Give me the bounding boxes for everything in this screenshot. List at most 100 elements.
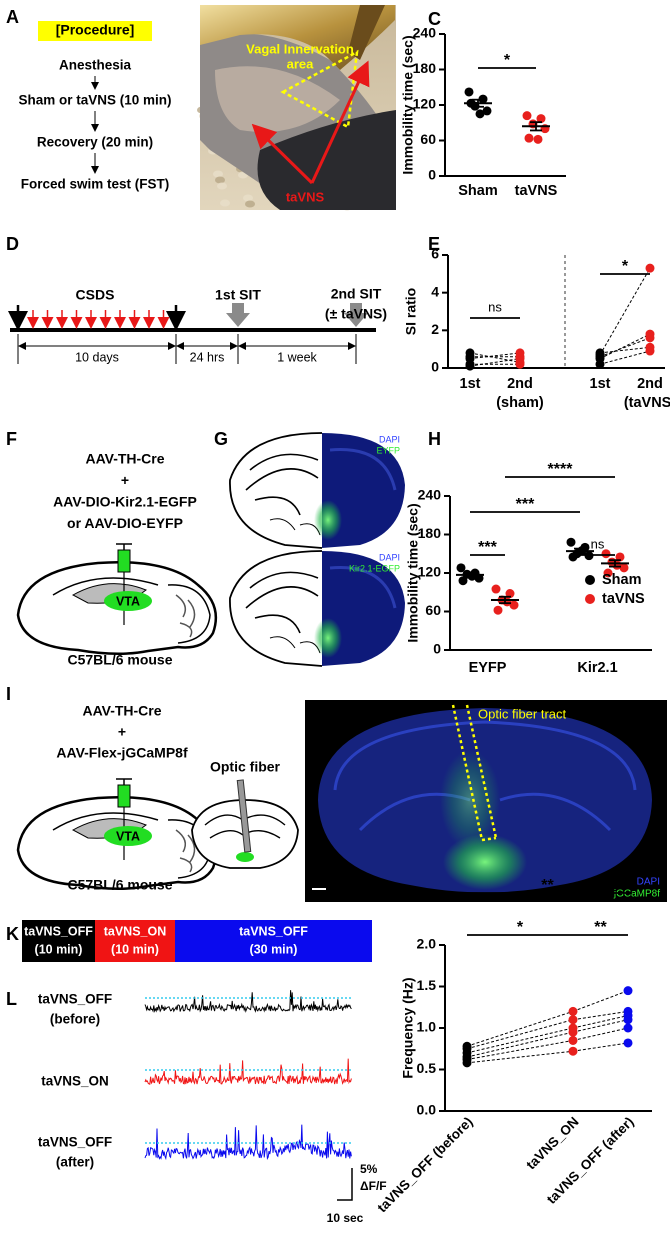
red-arrow <box>310 60 370 184</box>
data-point <box>533 134 543 144</box>
y-tick-label: 1.5 <box>417 977 437 993</box>
data-point <box>458 576 468 586</box>
data-point <box>456 563 466 573</box>
label: 10 sec <box>327 1211 364 1225</box>
x-tick-label: taVNS_ON <box>523 1114 581 1172</box>
significance: * <box>622 258 629 275</box>
section-sheen <box>329 566 397 609</box>
section-sheen <box>329 448 397 491</box>
expression-halo <box>440 750 500 850</box>
sit-arrow <box>226 303 250 327</box>
label: taVNS_ON <box>104 924 167 938</box>
electrode-tip <box>348 5 385 60</box>
data-point <box>615 552 625 562</box>
label: 1 week <box>277 350 317 364</box>
data-point <box>623 986 633 996</box>
innervation-area <box>280 49 359 129</box>
label: AAV-Flex-jGCaMP8f <box>56 745 188 761</box>
data-point <box>464 87 474 97</box>
data-point <box>465 361 475 371</box>
legend-swatch <box>585 594 595 604</box>
photo-label: area <box>287 56 315 71</box>
label: or AAV-DIO-EYFP <box>67 515 183 531</box>
significance: ns <box>591 536 605 551</box>
pebble <box>217 182 227 190</box>
data-point <box>623 1038 633 1048</box>
data-point <box>601 549 611 559</box>
pebble <box>243 194 253 202</box>
expression <box>314 618 342 658</box>
tract <box>451 704 484 841</box>
data-point <box>491 584 501 594</box>
pair-line <box>572 1019 629 1033</box>
protocol-segment <box>95 920 175 962</box>
data-point <box>568 1015 578 1025</box>
label: (10 min) <box>35 942 83 956</box>
x-tick-label: Sham <box>458 183 498 199</box>
pair-line <box>466 1039 574 1061</box>
y-tick-label: 60 <box>420 131 436 147</box>
y-axis-label: Immobility time (sec) <box>400 35 416 174</box>
procedure-step: Forced swim test (FST) <box>21 177 170 192</box>
panel-letter: I <box>6 684 11 704</box>
label: ΔF/F <box>360 1179 387 1193</box>
x-tick-label: taVNS_OFF (before) <box>374 1114 475 1215</box>
data-point <box>568 1027 578 1037</box>
pair-line <box>599 333 651 360</box>
label: (before) <box>50 1012 100 1027</box>
pair-line <box>469 352 521 360</box>
protocol-segment <box>175 920 372 962</box>
label: Optic fiber tract <box>478 706 567 721</box>
pair-line <box>572 1015 629 1029</box>
pair-line <box>572 1010 629 1021</box>
atlas-hippo <box>245 571 319 634</box>
y-tick-label: 60 <box>425 602 441 618</box>
scale-bar <box>337 1168 353 1201</box>
data-point <box>603 568 613 578</box>
y-tick-label: 2 <box>431 321 439 337</box>
y-tick-label: 0.5 <box>417 1060 437 1076</box>
tract <box>481 836 497 842</box>
label: jGCaMP8f <box>613 889 660 900</box>
vta <box>104 591 152 611</box>
corpus <box>52 812 159 831</box>
data-point <box>522 111 532 121</box>
label: DAPI <box>379 434 400 444</box>
data-point <box>482 106 492 116</box>
photo-label: Vagal Innervation <box>246 41 354 56</box>
legend-label: Sham <box>602 572 642 588</box>
label: C57BL/6 mouse <box>67 877 172 893</box>
pebble <box>245 200 255 208</box>
y-tick-label: 120 <box>413 96 437 112</box>
data-point <box>645 342 655 352</box>
panel-letter: G <box>214 429 228 449</box>
pair-line <box>469 352 521 363</box>
highlight <box>38 21 152 41</box>
y-axis-label: Frequency (Hz) <box>400 977 416 1078</box>
label: (30 min) <box>250 942 298 956</box>
data-point <box>505 589 515 599</box>
data-point <box>566 537 576 547</box>
panel-letter: H <box>428 429 441 449</box>
pair-line <box>599 337 651 358</box>
x-tick-label: 1st <box>460 376 481 392</box>
ear-inner <box>215 66 340 132</box>
trace <box>144 1124 352 1161</box>
y-tick-label: 1.0 <box>417 1019 437 1035</box>
pair-line <box>572 1027 629 1041</box>
x-tick-label: taVNS <box>515 183 558 199</box>
label: + <box>118 724 126 740</box>
data-point <box>595 348 605 358</box>
data-point <box>645 263 655 273</box>
y-tick-label: 0 <box>433 641 441 657</box>
y-tick-label: 120 <box>418 564 442 580</box>
label: taVNS_OFF <box>239 924 308 938</box>
panel-letter: L <box>6 989 17 1009</box>
sit-arrow <box>344 303 368 327</box>
syringe <box>117 784 131 808</box>
protocol-segment <box>22 920 95 962</box>
corpus <box>52 577 159 596</box>
legend-swatch <box>585 575 595 585</box>
panel-letter: A <box>6 7 19 27</box>
